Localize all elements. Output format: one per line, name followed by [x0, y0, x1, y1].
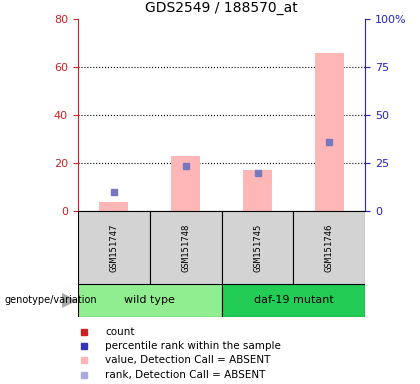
- Text: GSM151748: GSM151748: [181, 223, 190, 272]
- Bar: [78, 211, 150, 284]
- Bar: [294, 211, 365, 284]
- Polygon shape: [62, 294, 76, 307]
- Text: percentile rank within the sample: percentile rank within the sample: [105, 341, 281, 351]
- Text: wild type: wild type: [124, 295, 175, 306]
- Bar: [150, 211, 222, 284]
- Title: GDS2549 / 188570_at: GDS2549 / 188570_at: [145, 2, 298, 15]
- Text: GSM151747: GSM151747: [109, 223, 118, 272]
- Bar: [243, 170, 272, 211]
- Bar: [315, 53, 344, 211]
- Bar: [78, 284, 222, 317]
- Text: rank, Detection Call = ABSENT: rank, Detection Call = ABSENT: [105, 370, 265, 380]
- Bar: [222, 284, 365, 317]
- Text: value, Detection Call = ABSENT: value, Detection Call = ABSENT: [105, 355, 270, 365]
- Text: GSM151745: GSM151745: [253, 223, 262, 272]
- Bar: [171, 156, 200, 211]
- Text: daf-19 mutant: daf-19 mutant: [254, 295, 333, 306]
- Bar: [99, 202, 128, 211]
- Bar: [222, 211, 294, 284]
- Text: GSM151746: GSM151746: [325, 223, 334, 272]
- Text: genotype/variation: genotype/variation: [4, 295, 97, 306]
- Text: count: count: [105, 327, 134, 337]
